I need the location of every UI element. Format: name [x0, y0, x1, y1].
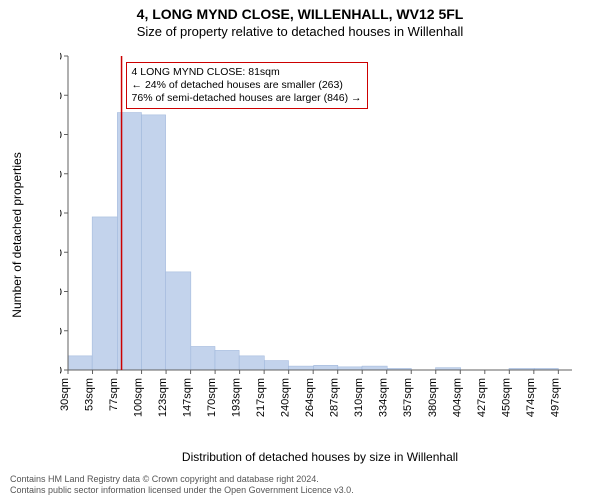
x-tick-label: 170sqm	[206, 378, 218, 417]
x-tick-label: 30sqm	[60, 378, 71, 411]
x-tick-label: 264sqm	[304, 378, 316, 417]
histogram-bar	[239, 356, 264, 370]
x-tick-label: 357sqm	[402, 378, 414, 417]
histogram-bar	[289, 366, 314, 370]
y-tick-label: 0	[60, 365, 62, 377]
histogram-bar	[314, 365, 338, 370]
footer-attribution: Contains HM Land Registry data © Crown c…	[10, 474, 590, 497]
chart-title-main: 4, LONG MYND CLOSE, WILLENHALL, WV12 5FL	[0, 6, 600, 22]
x-tick-label: 427sqm	[476, 378, 488, 417]
x-tick-label: 147sqm	[182, 378, 194, 417]
y-tick-label: 300	[60, 130, 62, 142]
footer-line-1: Contains HM Land Registry data © Crown c…	[10, 474, 590, 485]
x-axis-label: Distribution of detached houses by size …	[60, 450, 580, 464]
y-tick-label: 400	[60, 51, 62, 63]
x-tick-label: 240sqm	[280, 378, 292, 417]
x-tick-label: 474sqm	[525, 378, 537, 417]
x-tick-label: 53sqm	[84, 378, 96, 411]
histogram-bar	[362, 366, 387, 370]
x-tick-label: 287sqm	[329, 378, 341, 417]
histogram-bar	[92, 217, 117, 370]
x-tick-label: 404sqm	[451, 378, 463, 417]
annotation-line-3: 76% of semi-detached houses are larger (…	[132, 92, 362, 105]
annotation-line-2: ← 24% of detached houses are smaller (26…	[132, 79, 362, 92]
histogram-bar	[68, 356, 92, 370]
x-tick-label: 100sqm	[133, 378, 145, 417]
x-tick-label: 450sqm	[500, 378, 512, 417]
x-tick-label: 334sqm	[378, 378, 390, 417]
histogram-bar	[264, 361, 288, 370]
histogram-bar	[142, 115, 166, 370]
y-axis-label: Number of detached properties	[10, 50, 30, 420]
annotation-line-1: 4 LONG MYND CLOSE: 81sqm	[132, 66, 362, 79]
histogram-bar	[191, 346, 215, 370]
footer-line-2: Contains public sector information licen…	[10, 485, 590, 496]
x-tick-label: 217sqm	[255, 378, 267, 417]
chart-container: 4, LONG MYND CLOSE, WILLENHALL, WV12 5FL…	[0, 0, 600, 500]
histogram-bar	[166, 272, 191, 370]
x-tick-label: 123sqm	[157, 378, 169, 417]
x-tick-label: 77sqm	[108, 378, 120, 411]
y-tick-label: 100	[60, 287, 62, 299]
x-tick-label: 193sqm	[231, 378, 243, 417]
y-tick-label: 50	[60, 326, 62, 338]
x-tick-label: 380sqm	[427, 378, 439, 417]
y-tick-label: 200	[60, 208, 62, 220]
x-tick-label: 497sqm	[549, 378, 561, 417]
x-tick-label: 310sqm	[353, 378, 365, 417]
y-tick-label: 350	[60, 90, 62, 102]
y-tick-label: 250	[60, 169, 62, 181]
chart-title-sub: Size of property relative to detached ho…	[0, 24, 600, 39]
histogram-bar	[215, 350, 239, 370]
annotation-box: 4 LONG MYND CLOSE: 81sqm ← 24% of detach…	[126, 62, 368, 109]
y-tick-label: 150	[60, 247, 62, 259]
